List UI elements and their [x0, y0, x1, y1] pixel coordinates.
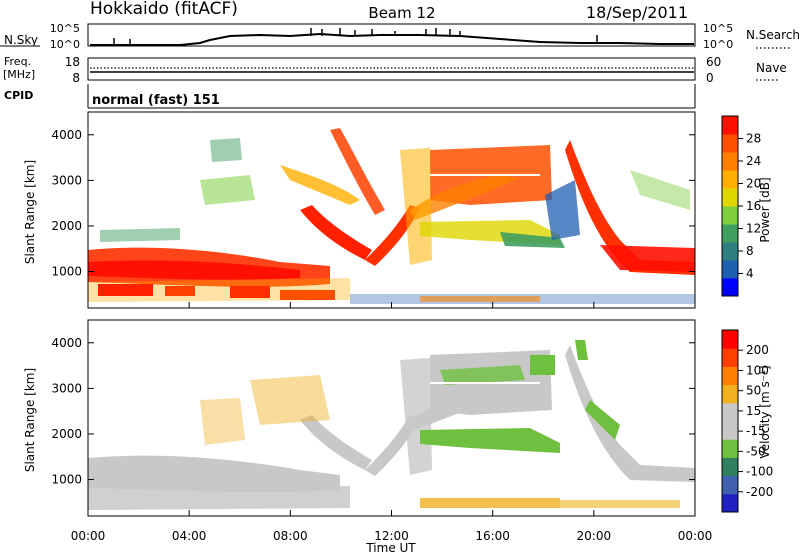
nave-label: Nave [756, 61, 787, 75]
power-colorbar-tick-label: 28 [746, 132, 761, 146]
power-ylabel: Slant Range [km] [23, 160, 37, 264]
power-colorbar-tick-label: 20 [746, 177, 761, 191]
power-colorbar-segment [722, 242, 738, 261]
velocity-colorbar-segment [722, 493, 738, 513]
time-tick-label: 20:00 [577, 529, 612, 543]
power-colorbar-tick-label: 16 [746, 199, 761, 213]
velocity-colorbar-segment [722, 348, 738, 367]
nave-tick-top: 60 [706, 55, 721, 69]
beam-title: Beam 12 [368, 4, 435, 22]
velocity-y-axis: 1000 2000 3000 4000 [51, 336, 695, 487]
power-ytick-label: 2000 [51, 219, 82, 233]
sky-trace [90, 32, 694, 46]
power-colorbar-segment [722, 260, 738, 279]
power-colorbar: 28 24 20 16 12 8 4 [721, 115, 761, 297]
cpid-label: CPID [4, 89, 33, 102]
velocity-colorbar-segment [722, 330, 738, 349]
velocity-colorbar-segment [722, 457, 738, 477]
velocity-ytick-label: 3000 [51, 381, 82, 395]
velocity-colorbar-tick-label: -200 [746, 485, 773, 499]
sky-strip: N.Sky 10^5 10^0 10^5 10^0 N.Search [0, 22, 800, 51]
velocity-colorbar-tick-label: -15 [746, 424, 766, 438]
power-y-axis: 1000 2000 3000 4000 [51, 128, 695, 279]
power-colorbar-segment [722, 224, 738, 243]
sky-tick-bottom: 10^0 [50, 38, 80, 51]
velocity-colorbar-tick-label: 15 [746, 404, 761, 418]
power-colorbar-segment [722, 152, 738, 171]
freq-label-2: [MHz] [3, 68, 35, 81]
power-colorbar-tick-label: 24 [746, 154, 761, 168]
power-colorbar-segment [722, 116, 738, 135]
time-tick-label: 16:00 [475, 529, 510, 543]
power-colorbar-segment [722, 170, 738, 189]
velocity-colorbar-tick-label: 100 [746, 363, 769, 377]
velocity-colorbar-label: Velocity [m s⁻¹] [758, 365, 772, 458]
date-title: 18/Sep/2011 [586, 3, 688, 22]
velocity-colorbar-segment [722, 475, 738, 495]
freq-label-1: Freq. [4, 55, 31, 68]
search-tick-top: 10^5 [703, 22, 733, 35]
velocity-image [88, 340, 695, 510]
power-image [88, 128, 695, 304]
velocity-colorbar-segment [722, 439, 738, 458]
time-tick-label: 04:00 [172, 529, 207, 543]
search-tick-bottom: 10^0 [703, 38, 733, 51]
power-panel: 1000 2000 3000 4000 Slant Range [km] 28 24 20… [23, 111, 772, 309]
power-ytick-label: 3000 [51, 173, 82, 187]
time-tick-label: 00:00 [71, 529, 106, 543]
sky-spikes [113, 28, 598, 45]
power-colorbar-segment [722, 134, 738, 153]
velocity-ytick-label: 2000 [51, 427, 82, 441]
cpid-strip: CPID normal (fast) 151 [4, 84, 696, 109]
freq-strip: Freq. [MHz] 18 8 60 0 Nave [3, 55, 787, 85]
time-tick-label: 08:00 [273, 529, 308, 543]
time-axis-label: Time UT [365, 541, 416, 554]
power-colorbar-segment [722, 206, 738, 225]
sky-label: N.Sky [4, 33, 38, 47]
velocity-colorbar-tick-label: 200 [746, 343, 769, 357]
velocity-colorbar-segment [722, 421, 738, 440]
velocity-colorbar: 200 100 50 15 -15 -50 -100 -200 [721, 329, 773, 513]
velocity-colorbar-segment [722, 366, 738, 386]
velocity-ytick-label: 1000 [51, 473, 82, 487]
power-colorbar-segment [722, 188, 738, 207]
cpid-value: normal (fast) 151 [92, 93, 220, 108]
velocity-colorbar-segment [722, 402, 738, 422]
power-colorbar-tick-label: 12 [746, 222, 761, 236]
velocity-colorbar-frame [721, 329, 739, 513]
velocity-colorbar-tick-label: -50 [746, 444, 766, 458]
freq-tick-top: 18 [65, 55, 80, 69]
velocity-ylabel: Slant Range [km] [23, 368, 37, 472]
nave-tick-bottom: 0 [706, 71, 714, 85]
time-axis: 00:00 04:00 08:00 12:00 16:00 20:00 00:00 [71, 302, 713, 543]
velocity-colorbar-tick-label: 50 [746, 384, 761, 398]
power-colorbar-tick-label: 4 [746, 267, 754, 281]
power-colorbar-tick-label: 8 [746, 244, 754, 258]
velocity-panel: 1000 2000 3000 4000 Slant Range [km] 200 100… [23, 319, 773, 517]
search-label: N.Search [746, 28, 800, 42]
sky-tick-top: 10^5 [50, 22, 80, 35]
station-title: Hokkaido (fitACF) [90, 0, 238, 19]
velocity-ytick-label: 4000 [51, 336, 82, 350]
power-colorbar-label: Power [dB] [758, 177, 772, 242]
velocity-colorbar-tick-label: -100 [746, 465, 773, 479]
power-colorbar-segment [722, 278, 738, 297]
power-ytick-label: 4000 [51, 128, 82, 142]
velocity-colorbar-segment [722, 384, 738, 404]
power-ytick-label: 1000 [51, 265, 82, 279]
freq-tick-bottom: 8 [72, 71, 80, 85]
time-tick-label: 00:00 [678, 529, 713, 543]
time-tick-label: 12:00 [374, 529, 409, 543]
